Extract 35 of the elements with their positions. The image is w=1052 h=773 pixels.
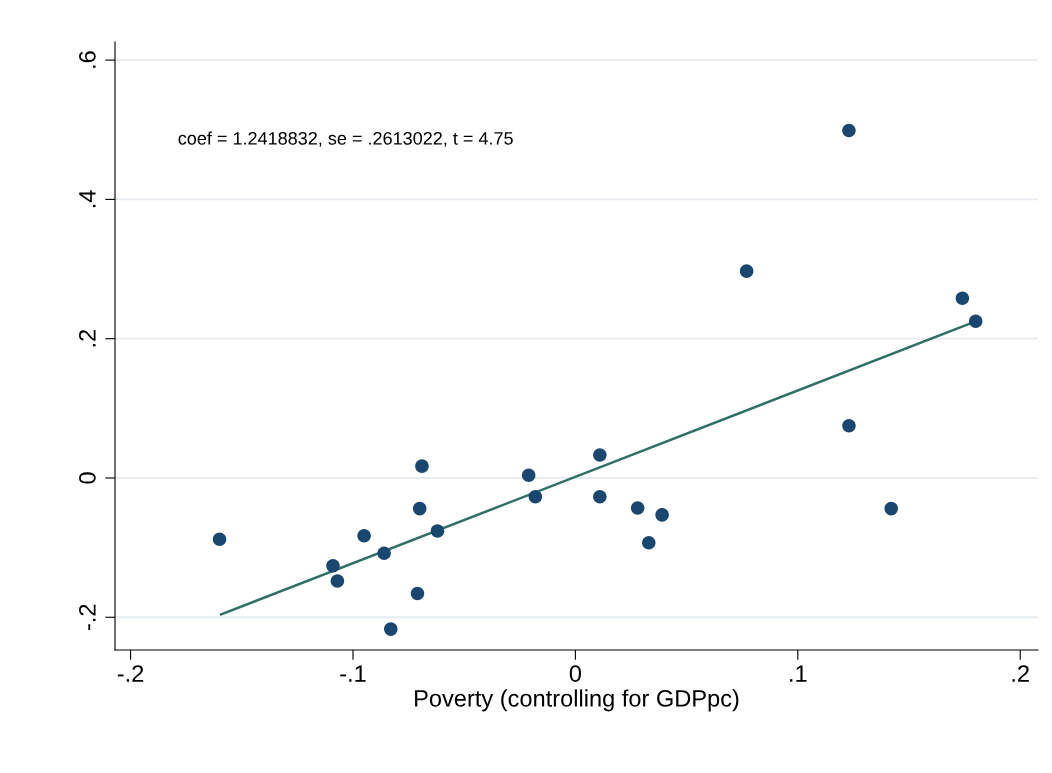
y-tick-label: .2 bbox=[79, 330, 96, 347]
y-tick-label: 0 bbox=[79, 472, 96, 484]
point bbox=[593, 490, 607, 504]
point bbox=[415, 459, 429, 473]
point bbox=[384, 622, 398, 636]
annotation: coef = 1.2418832, se = .2613022, t = 4.75 bbox=[178, 131, 513, 147]
point bbox=[377, 546, 391, 560]
point bbox=[884, 501, 898, 516]
point bbox=[521, 468, 536, 482]
point bbox=[212, 532, 227, 547]
point bbox=[528, 490, 543, 504]
point bbox=[842, 123, 856, 138]
x-tick-label: 0 bbox=[569, 665, 582, 682]
point bbox=[412, 501, 427, 516]
point bbox=[842, 418, 856, 433]
point bbox=[593, 448, 607, 462]
y-tick-label: .6 bbox=[79, 51, 96, 68]
y-tick-label: .4 bbox=[79, 190, 96, 208]
point bbox=[330, 574, 345, 588]
point bbox=[739, 264, 754, 278]
point bbox=[955, 291, 970, 306]
y-tick-label: -.2 bbox=[79, 604, 96, 630]
point bbox=[630, 501, 645, 515]
point bbox=[430, 524, 445, 538]
point bbox=[357, 529, 371, 543]
x-tick-label: .1 bbox=[790, 665, 807, 682]
x-axis-title: Poverty (controlling for GDPpc) bbox=[415, 689, 739, 712]
point bbox=[326, 558, 340, 573]
point bbox=[968, 314, 983, 329]
x-tick-label: -.1 bbox=[340, 665, 366, 682]
point bbox=[642, 535, 656, 550]
point bbox=[410, 586, 425, 601]
x-tick-label: -.2 bbox=[117, 665, 144, 682]
point bbox=[655, 508, 669, 522]
x-tick-label: .2 bbox=[1012, 665, 1029, 682]
